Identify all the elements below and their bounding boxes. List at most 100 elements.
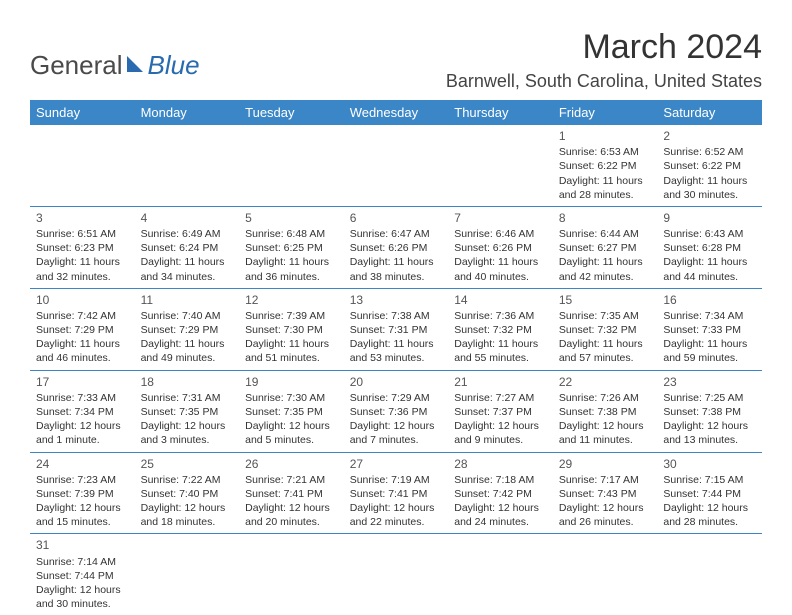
- calendar-body: 1Sunrise: 6:53 AMSunset: 6:22 PMDaylight…: [30, 125, 762, 615]
- sunset-line: Sunset: 7:44 PM: [663, 487, 756, 501]
- sunset-line: Sunset: 6:27 PM: [559, 241, 652, 255]
- day-header: Saturday: [657, 100, 762, 125]
- calendar-cell-empty: [344, 534, 449, 615]
- calendar-cell-empty: [239, 125, 344, 206]
- sunset-line: Sunset: 7:41 PM: [245, 487, 338, 501]
- day-header: Friday: [553, 100, 658, 125]
- calendar-cell: 8Sunrise: 6:44 AMSunset: 6:27 PMDaylight…: [553, 206, 658, 288]
- calendar-cell: 1Sunrise: 6:53 AMSunset: 6:22 PMDaylight…: [553, 125, 658, 206]
- sunset-line: Sunset: 6:28 PM: [663, 241, 756, 255]
- day-number: 13: [350, 292, 443, 308]
- sunrise-line: Sunrise: 7:18 AM: [454, 473, 547, 487]
- calendar-cell: 5Sunrise: 6:48 AMSunset: 6:25 PMDaylight…: [239, 206, 344, 288]
- sunset-line: Sunset: 7:35 PM: [141, 405, 234, 419]
- daylight-line: Daylight: 12 hours and 24 minutes.: [454, 501, 547, 529]
- sunset-line: Sunset: 6:22 PM: [663, 159, 756, 173]
- daylight-line: Daylight: 11 hours and 32 minutes.: [36, 255, 129, 283]
- logo-blue: Blue: [148, 50, 200, 81]
- calendar-cell: 9Sunrise: 6:43 AMSunset: 6:28 PMDaylight…: [657, 206, 762, 288]
- sunset-line: Sunset: 7:36 PM: [350, 405, 443, 419]
- calendar-cell: 23Sunrise: 7:25 AMSunset: 7:38 PMDayligh…: [657, 370, 762, 452]
- calendar-cell: 24Sunrise: 7:23 AMSunset: 7:39 PMDayligh…: [30, 452, 135, 534]
- day-number: 9: [663, 210, 756, 226]
- calendar-table: SundayMondayTuesdayWednesdayThursdayFrid…: [30, 100, 762, 615]
- daylight-line: Daylight: 11 hours and 59 minutes.: [663, 337, 756, 365]
- daylight-line: Daylight: 12 hours and 11 minutes.: [559, 419, 652, 447]
- sunrise-line: Sunrise: 7:39 AM: [245, 309, 338, 323]
- sunrise-line: Sunrise: 7:40 AM: [141, 309, 234, 323]
- sunset-line: Sunset: 6:23 PM: [36, 241, 129, 255]
- page-header: General Blue March 2024 Barnwell, South …: [30, 28, 762, 92]
- sunrise-line: Sunrise: 6:44 AM: [559, 227, 652, 241]
- sunset-line: Sunset: 6:22 PM: [559, 159, 652, 173]
- day-header: Sunday: [30, 100, 135, 125]
- daylight-line: Daylight: 12 hours and 13 minutes.: [663, 419, 756, 447]
- calendar-cell-empty: [135, 534, 240, 615]
- day-number: 17: [36, 374, 129, 390]
- calendar-cell: 30Sunrise: 7:15 AMSunset: 7:44 PMDayligh…: [657, 452, 762, 534]
- calendar-row: 17Sunrise: 7:33 AMSunset: 7:34 PMDayligh…: [30, 370, 762, 452]
- sunset-line: Sunset: 7:31 PM: [350, 323, 443, 337]
- day-number: 22: [559, 374, 652, 390]
- sunrise-line: Sunrise: 6:52 AM: [663, 145, 756, 159]
- calendar-cell: 3Sunrise: 6:51 AMSunset: 6:23 PMDaylight…: [30, 206, 135, 288]
- day-number: 11: [141, 292, 234, 308]
- day-number: 20: [350, 374, 443, 390]
- calendar-cell-empty: [239, 534, 344, 615]
- sunrise-line: Sunrise: 7:36 AM: [454, 309, 547, 323]
- daylight-line: Daylight: 12 hours and 20 minutes.: [245, 501, 338, 529]
- sunset-line: Sunset: 7:43 PM: [559, 487, 652, 501]
- daylight-line: Daylight: 11 hours and 49 minutes.: [141, 337, 234, 365]
- calendar-cell: 14Sunrise: 7:36 AMSunset: 7:32 PMDayligh…: [448, 288, 553, 370]
- day-number: 6: [350, 210, 443, 226]
- calendar-cell: 20Sunrise: 7:29 AMSunset: 7:36 PMDayligh…: [344, 370, 449, 452]
- calendar-cell-empty: [448, 125, 553, 206]
- sunrise-line: Sunrise: 7:15 AM: [663, 473, 756, 487]
- calendar-cell-empty: [448, 534, 553, 615]
- calendar-row: 3Sunrise: 6:51 AMSunset: 6:23 PMDaylight…: [30, 206, 762, 288]
- day-header: Monday: [135, 100, 240, 125]
- daylight-line: Daylight: 12 hours and 22 minutes.: [350, 501, 443, 529]
- sunset-line: Sunset: 6:26 PM: [350, 241, 443, 255]
- logo-general: General: [30, 50, 123, 81]
- day-number: 16: [663, 292, 756, 308]
- daylight-line: Daylight: 11 hours and 42 minutes.: [559, 255, 652, 283]
- day-number: 5: [245, 210, 338, 226]
- daylight-line: Daylight: 12 hours and 28 minutes.: [663, 501, 756, 529]
- day-number: 19: [245, 374, 338, 390]
- calendar-cell: 29Sunrise: 7:17 AMSunset: 7:43 PMDayligh…: [553, 452, 658, 534]
- sunset-line: Sunset: 7:44 PM: [36, 569, 129, 583]
- day-number: 4: [141, 210, 234, 226]
- sunrise-line: Sunrise: 7:17 AM: [559, 473, 652, 487]
- calendar-cell-empty: [553, 534, 658, 615]
- sunset-line: Sunset: 6:25 PM: [245, 241, 338, 255]
- calendar-head: SundayMondayTuesdayWednesdayThursdayFrid…: [30, 100, 762, 125]
- calendar-cell: 15Sunrise: 7:35 AMSunset: 7:32 PMDayligh…: [553, 288, 658, 370]
- daylight-line: Daylight: 11 hours and 55 minutes.: [454, 337, 547, 365]
- day-number: 23: [663, 374, 756, 390]
- sunrise-line: Sunrise: 7:29 AM: [350, 391, 443, 405]
- day-number: 28: [454, 456, 547, 472]
- calendar-cell: 19Sunrise: 7:30 AMSunset: 7:35 PMDayligh…: [239, 370, 344, 452]
- daylight-line: Daylight: 11 hours and 40 minutes.: [454, 255, 547, 283]
- calendar-cell: 28Sunrise: 7:18 AMSunset: 7:42 PMDayligh…: [448, 452, 553, 534]
- calendar-row: 24Sunrise: 7:23 AMSunset: 7:39 PMDayligh…: [30, 452, 762, 534]
- daylight-line: Daylight: 12 hours and 18 minutes.: [141, 501, 234, 529]
- daylight-line: Daylight: 12 hours and 26 minutes.: [559, 501, 652, 529]
- sunrise-line: Sunrise: 6:43 AM: [663, 227, 756, 241]
- day-number: 7: [454, 210, 547, 226]
- daylight-line: Daylight: 11 hours and 53 minutes.: [350, 337, 443, 365]
- daylight-line: Daylight: 12 hours and 15 minutes.: [36, 501, 129, 529]
- sunrise-line: Sunrise: 7:27 AM: [454, 391, 547, 405]
- day-number: 3: [36, 210, 129, 226]
- daylight-line: Daylight: 12 hours and 5 minutes.: [245, 419, 338, 447]
- sunset-line: Sunset: 7:39 PM: [36, 487, 129, 501]
- day-number: 26: [245, 456, 338, 472]
- sunset-line: Sunset: 7:30 PM: [245, 323, 338, 337]
- daylight-line: Daylight: 12 hours and 7 minutes.: [350, 419, 443, 447]
- calendar-cell: 17Sunrise: 7:33 AMSunset: 7:34 PMDayligh…: [30, 370, 135, 452]
- calendar-cell: 4Sunrise: 6:49 AMSunset: 6:24 PMDaylight…: [135, 206, 240, 288]
- calendar-cell-empty: [344, 125, 449, 206]
- sunset-line: Sunset: 7:38 PM: [663, 405, 756, 419]
- sunset-line: Sunset: 6:24 PM: [141, 241, 234, 255]
